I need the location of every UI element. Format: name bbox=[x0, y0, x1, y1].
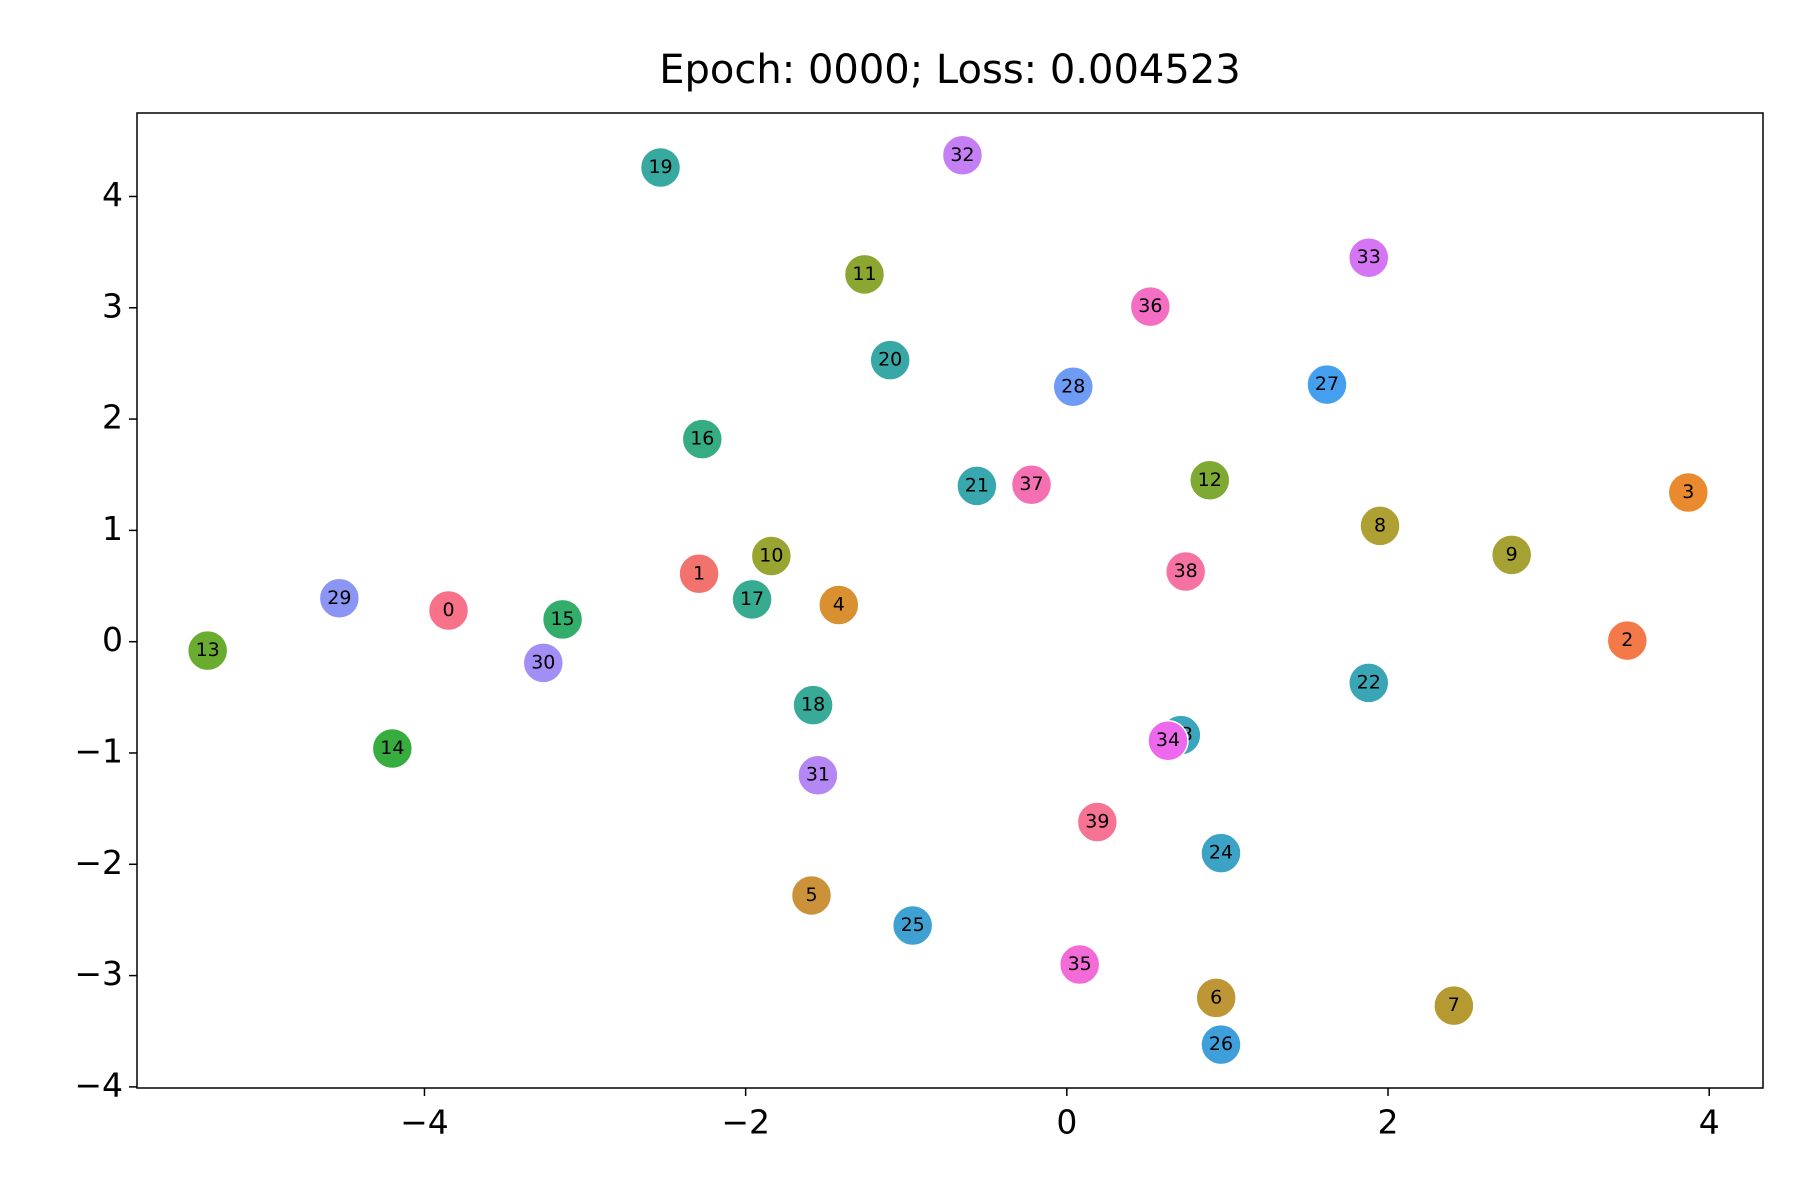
point-label: 0 bbox=[443, 599, 455, 621]
point bbox=[681, 418, 724, 460]
point-label: 3 bbox=[1682, 481, 1694, 503]
point-label: 39 bbox=[1085, 810, 1109, 832]
point-label: 27 bbox=[1315, 373, 1339, 395]
point bbox=[843, 253, 886, 296]
point bbox=[639, 146, 682, 189]
point-label: 19 bbox=[648, 156, 672, 178]
y-tick-label: −3 bbox=[74, 954, 123, 993]
point-label: 34 bbox=[1156, 729, 1180, 751]
point bbox=[869, 339, 911, 381]
point bbox=[1076, 801, 1119, 843]
point-label: 22 bbox=[1357, 671, 1381, 693]
point-label: 31 bbox=[806, 764, 830, 786]
point-label: 17 bbox=[740, 588, 764, 610]
point-label: 29 bbox=[327, 587, 351, 609]
point-label: 16 bbox=[690, 428, 714, 450]
y-tick-label: −1 bbox=[74, 731, 123, 770]
point-label: 38 bbox=[1174, 560, 1198, 582]
point bbox=[1606, 619, 1649, 662]
point-label: 2 bbox=[1621, 629, 1633, 651]
point-label: 10 bbox=[759, 544, 783, 566]
point-label: 36 bbox=[1138, 295, 1162, 317]
point-label: 1 bbox=[693, 562, 705, 584]
x-tick-label: −2 bbox=[721, 1103, 770, 1142]
point bbox=[1200, 832, 1242, 874]
point-label: 35 bbox=[1068, 953, 1092, 975]
point bbox=[1189, 459, 1231, 502]
point-label: 21 bbox=[965, 474, 989, 496]
y-tick-label: 4 bbox=[102, 175, 123, 214]
point bbox=[1490, 534, 1533, 576]
point-label: 33 bbox=[1357, 246, 1381, 268]
point bbox=[1347, 236, 1390, 279]
point bbox=[678, 553, 720, 595]
point-label: 32 bbox=[950, 144, 974, 166]
point bbox=[891, 904, 934, 947]
point bbox=[522, 642, 565, 684]
y-tick-label: 1 bbox=[102, 509, 123, 548]
point bbox=[797, 754, 839, 796]
point bbox=[1010, 463, 1053, 506]
point-label: 37 bbox=[1019, 473, 1043, 495]
y-tick-label: 3 bbox=[102, 286, 123, 325]
point bbox=[941, 134, 984, 177]
point bbox=[1164, 550, 1207, 593]
x-tick-label: −4 bbox=[400, 1103, 449, 1142]
point bbox=[1433, 984, 1475, 1027]
point bbox=[1147, 719, 1189, 762]
point-label: 13 bbox=[196, 639, 220, 661]
point bbox=[1359, 505, 1401, 547]
point-label: 30 bbox=[531, 651, 555, 673]
point bbox=[956, 465, 998, 507]
point bbox=[790, 874, 833, 917]
point-label: 4 bbox=[833, 593, 845, 615]
point-label: 15 bbox=[550, 608, 574, 630]
point-label: 24 bbox=[1209, 842, 1233, 864]
point bbox=[1058, 943, 1101, 986]
point-label: 26 bbox=[1209, 1033, 1233, 1055]
point-label: 25 bbox=[901, 914, 925, 936]
point-label: 14 bbox=[380, 737, 404, 759]
y-tick-label: 2 bbox=[102, 398, 123, 437]
point bbox=[1306, 363, 1348, 406]
chart-title: Epoch: 0000; Loss: 0.004523 bbox=[659, 47, 1240, 93]
point-label: 20 bbox=[878, 349, 902, 371]
point-label: 5 bbox=[805, 884, 817, 906]
point bbox=[427, 589, 470, 632]
point-label: 8 bbox=[1374, 514, 1386, 536]
point bbox=[186, 629, 229, 672]
point bbox=[318, 577, 361, 620]
point-label: 12 bbox=[1198, 469, 1222, 491]
x-tick-label: 4 bbox=[1699, 1103, 1720, 1142]
x-tick-label: 2 bbox=[1378, 1103, 1399, 1142]
point-label: 7 bbox=[1448, 994, 1460, 1016]
y-tick-label: −2 bbox=[74, 843, 123, 882]
point bbox=[731, 578, 773, 621]
point-label: 11 bbox=[852, 263, 876, 285]
y-tick-label: 0 bbox=[102, 620, 123, 659]
point bbox=[818, 584, 860, 626]
point bbox=[1052, 366, 1095, 408]
point bbox=[1129, 285, 1172, 328]
point bbox=[1200, 1023, 1242, 1066]
point bbox=[750, 535, 793, 577]
point bbox=[1347, 662, 1390, 704]
point-label: 28 bbox=[1061, 375, 1085, 397]
point bbox=[1195, 977, 1237, 1019]
point bbox=[792, 684, 834, 726]
point-label: 6 bbox=[1210, 986, 1222, 1008]
point bbox=[1667, 471, 1710, 514]
point bbox=[541, 598, 584, 641]
point-label: 18 bbox=[801, 694, 825, 716]
plot-frame bbox=[136, 112, 1764, 1089]
point bbox=[371, 727, 414, 770]
y-tick-label: −4 bbox=[74, 1065, 123, 1104]
x-tick-label: 0 bbox=[1056, 1103, 1077, 1142]
point-label: 9 bbox=[1506, 543, 1518, 565]
